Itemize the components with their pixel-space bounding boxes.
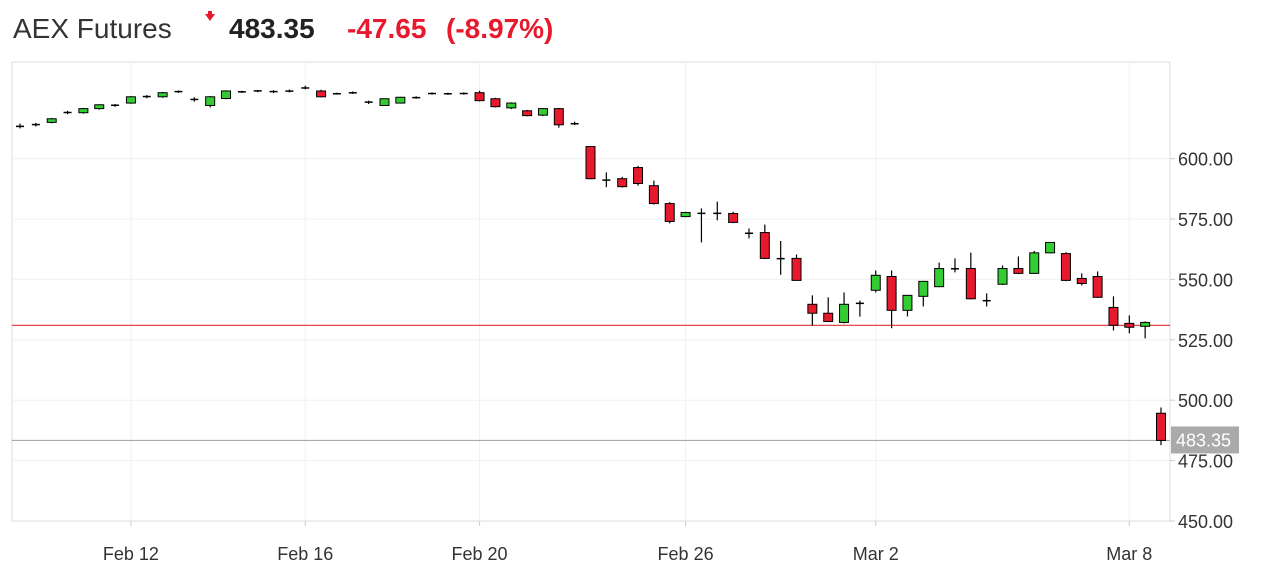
candle-body xyxy=(1029,252,1040,274)
candle-body xyxy=(395,96,406,104)
candle-body xyxy=(648,185,659,205)
candle-body xyxy=(934,268,945,288)
y-tick-label: 525.00 xyxy=(1178,331,1233,351)
candle-body xyxy=(553,108,564,126)
x-tick-label: Feb 20 xyxy=(452,544,508,564)
last-price-tag xyxy=(1171,426,1239,454)
candle-body xyxy=(221,90,232,99)
y-tick-label: 475.00 xyxy=(1178,452,1233,472)
y-tick-label: 450.00 xyxy=(1178,512,1233,532)
candle-body xyxy=(997,268,1008,285)
candle-body xyxy=(807,303,818,314)
candle-body xyxy=(585,146,596,180)
y-tick-label: 575.00 xyxy=(1178,210,1233,230)
candle-body xyxy=(664,203,675,222)
x-tick-label: Mar 2 xyxy=(853,544,899,564)
y-tick-label: 500.00 xyxy=(1178,391,1233,411)
candle-body xyxy=(728,212,739,223)
candle-body xyxy=(537,108,548,116)
candle-body xyxy=(870,274,881,291)
candle-body xyxy=(474,92,485,102)
candle-body xyxy=(680,212,691,218)
candle-body xyxy=(1060,253,1071,281)
x-tick-label: Feb 16 xyxy=(277,544,333,564)
candle-body xyxy=(94,104,105,110)
candle-body xyxy=(490,98,501,108)
y-tick-label: 600.00 xyxy=(1178,150,1233,170)
candle-body xyxy=(157,92,168,98)
candle-body xyxy=(125,96,136,104)
candle-body xyxy=(839,303,850,323)
chart-title: AEX Futures xyxy=(13,13,172,44)
candle-body xyxy=(1156,412,1166,441)
y-tick-label: 550.00 xyxy=(1178,270,1233,290)
candle-body xyxy=(78,108,89,114)
candle-body xyxy=(1076,277,1087,285)
candle-body xyxy=(1013,268,1024,274)
header-price: 483.35 xyxy=(229,13,315,44)
candle-body xyxy=(759,232,770,259)
candle-body xyxy=(1045,241,1056,254)
candle-body xyxy=(205,96,216,106)
last-price-tag-label: 483.35 xyxy=(1176,430,1231,450)
plot-frame xyxy=(11,61,1171,522)
candle-body xyxy=(823,312,834,322)
candle-body xyxy=(379,98,390,106)
x-tick-label: Feb 26 xyxy=(658,544,714,564)
down-arrow-icon xyxy=(205,11,215,21)
candle-body xyxy=(316,90,327,98)
candle-body xyxy=(1124,322,1135,328)
candle-body xyxy=(902,294,913,311)
candle-body xyxy=(886,276,897,311)
candle-body xyxy=(46,118,57,123)
candle-body xyxy=(522,110,533,117)
header-change: -47.65 xyxy=(347,13,426,44)
candle-body xyxy=(1108,306,1119,326)
candle-body xyxy=(1092,276,1103,298)
candle-body xyxy=(633,167,644,185)
x-tick-label: Feb 12 xyxy=(103,544,159,564)
candle-body xyxy=(965,268,976,300)
candle-body xyxy=(1140,321,1151,327)
header-change-percent: (-8.97%) xyxy=(446,13,553,44)
x-tick-label: Mar 8 xyxy=(1106,544,1152,564)
candle-body xyxy=(918,280,929,297)
candle-body xyxy=(506,102,517,109)
candle-body xyxy=(791,257,802,281)
candle-body xyxy=(617,178,628,188)
